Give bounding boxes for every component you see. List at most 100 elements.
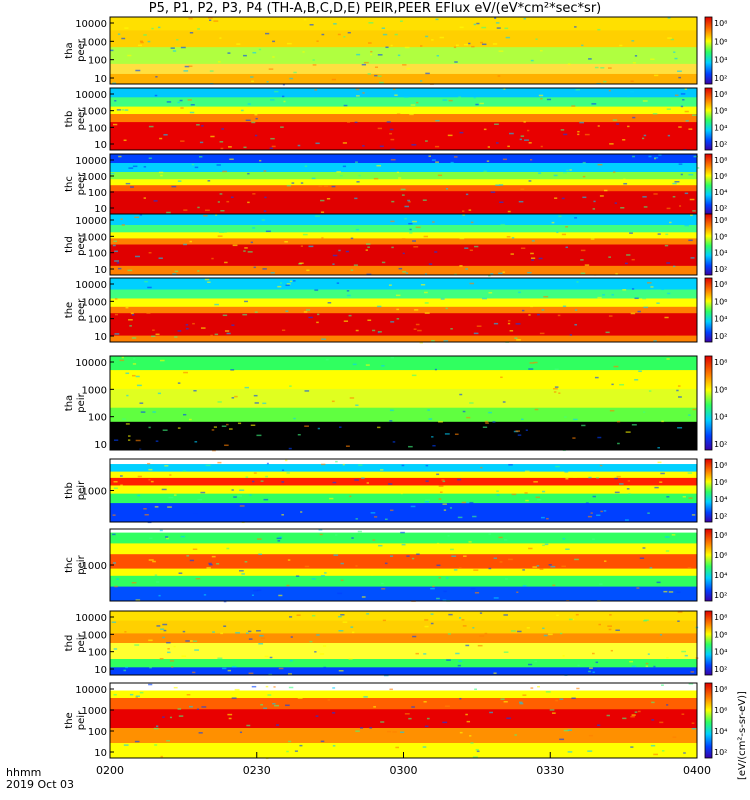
colorbar-tick-label: 10⁴ [714, 571, 727, 580]
colorbar: 10⁸ 10⁶ 10⁴ 10² [704, 682, 727, 759]
colorbar: 10⁸ 10⁶ 10⁴ 10² [704, 355, 727, 451]
y-tick-label: 10000 [75, 358, 107, 369]
colorbar-tick-label: 10⁶ [714, 551, 727, 560]
colorbar-tick-label: 10⁶ [714, 297, 727, 306]
colorbar-tick-label: 10² [714, 74, 727, 83]
y-tick-label: 10000 [75, 156, 107, 167]
y-tick-label: 10000 [75, 280, 107, 291]
y-tick-label: 100 [88, 727, 107, 738]
panel-thc-peir: 1000 thc peir 10⁸ 10⁶ 10⁴ 10² [64, 528, 727, 603]
colorbar-tick-label: 10⁴ [714, 123, 727, 132]
panel-species-label: peir [76, 392, 87, 412]
colorbar: 10⁸ 10⁶ 10⁴ 10² [704, 458, 727, 523]
y-tick-label: 10 [94, 332, 107, 343]
colorbar-tick-label: 10⁴ [714, 413, 727, 422]
colorbar: 10⁸ 10⁶ 10⁴ 10² [704, 528, 727, 602]
colorbar-tick-label: 10⁴ [714, 188, 727, 197]
colorbar-tick-label: 10⁶ [714, 385, 727, 394]
time-caption: hhmm [6, 766, 42, 779]
y-tick-label: 10000 [75, 685, 107, 696]
colorbar-tick-label: 10⁸ [714, 90, 727, 99]
panel-thd-peer: 10000 1000 100 10 thd peer 10⁸ 10⁶ 10⁴ 10² [64, 213, 727, 277]
panel-species-label: peir [76, 480, 87, 500]
y-tick-label: 10000 [75, 216, 107, 227]
colorbar-tick-label: 10⁸ [714, 461, 727, 470]
colorbar-tick-label: 10² [714, 204, 727, 213]
y-tick-label: 10 [94, 748, 107, 759]
colorbar: 10⁸ 10⁶ 10⁴ 10² [704, 16, 727, 85]
x-tick-label: 0330 [536, 764, 564, 777]
chart-title: P5, P1, P2, P3, P4 (TH-A,B,C,D,E) PEIR,P… [148, 1, 602, 16]
y-tick-label: 10 [94, 140, 107, 151]
colorbar-tick-label: 10⁴ [714, 56, 727, 65]
panel-species-label: peer [76, 107, 87, 131]
y-tick-label: 1000 [82, 37, 107, 48]
x-tick-label: 0400 [683, 764, 711, 777]
panel-the-peer: 10000 1000 100 10 the peer 10⁸ 10⁶ 10⁴ 10² [64, 277, 727, 344]
y-tick-label: 10 [94, 204, 107, 215]
colorbar-tick-label: 10⁴ [714, 495, 727, 504]
panel-probe-label: thb [64, 111, 75, 128]
colorbar: 10⁸ 10⁶ 10⁴ 10² [704, 610, 727, 676]
y-tick-label: 1000 [82, 107, 107, 118]
panel-species-label: peir [76, 632, 87, 652]
y-tick-label: 10000 [75, 19, 107, 30]
colorbar-tick-label: 10⁶ [714, 37, 727, 46]
colorbar-tick-label: 10⁴ [714, 315, 727, 324]
panel-probe-label: tha [64, 395, 75, 411]
panel-tha-peer: 10000 1000 100 10 tha peer 10⁸ 10⁶ 10⁴ 10² [64, 16, 727, 86]
colorbar: 10⁸ 10⁶ 10⁴ 10² [704, 153, 727, 215]
y-tick-label: 100 [88, 188, 107, 199]
date-caption: 2019 Oct 03 [6, 778, 75, 791]
panel-species-label: peer [76, 172, 87, 196]
y-tick-label: 1000 [82, 232, 107, 243]
y-tick-label: 10000 [75, 613, 107, 624]
colorbar-tick-label: 10² [714, 140, 727, 149]
y-tick-label: 1000 [82, 561, 107, 572]
panel-thd-peir: 10000 1000 100 10 thd peir 10⁸ 10⁶ 10⁴ 10² [64, 610, 727, 677]
y-tick-label: 1000 [82, 385, 107, 396]
colorbar-tick-label: 10⁸ [714, 19, 727, 28]
panel-species-label: peir [76, 710, 87, 730]
colorbar-tick-label: 10⁴ [714, 727, 727, 736]
x-tick-label: 0300 [390, 764, 418, 777]
colorbar-tick-label: 10⁶ [714, 706, 727, 715]
colorbar-tick-label: 10⁸ [714, 216, 727, 225]
panel-probe-label: thd [64, 236, 75, 253]
colorbar-tick-label: 10⁶ [714, 172, 727, 181]
panel-probe-label: the [64, 712, 75, 728]
colorbar: 10⁸ 10⁶ 10⁴ 10² [704, 277, 727, 343]
panel-species-label: peer [76, 232, 87, 256]
colorbar-tick-label: 10⁸ [714, 685, 727, 694]
y-tick-label: 1000 [82, 172, 107, 183]
y-tick-label: 10 [94, 265, 107, 276]
colorbar-tick-label: 10² [714, 332, 727, 341]
panel-probe-label: thc [64, 176, 75, 192]
panel-probe-label: the [64, 302, 75, 318]
panel-species-label: peer [76, 38, 87, 62]
colorbar-tick-label: 10⁸ [714, 531, 727, 540]
colorbar-tick-label: 10⁶ [714, 478, 727, 487]
y-tick-label: 1000 [82, 297, 107, 308]
colorbar-tick-label: 10² [714, 748, 727, 757]
panel-probe-label: thb [64, 482, 75, 499]
colorbar: 10⁸ 10⁶ 10⁴ 10² [704, 213, 727, 276]
y-tick-label: 10 [94, 74, 107, 85]
y-tick-label: 1000 [82, 706, 107, 717]
colorbar-tick-label: 10² [714, 665, 727, 674]
colorbar-tick-label: 10² [714, 265, 727, 274]
y-tick-label: 100 [88, 249, 107, 260]
y-tick-label: 10000 [75, 90, 107, 101]
y-tick-label: 100 [88, 56, 107, 67]
colorbar-tick-label: 10⁸ [714, 613, 727, 622]
colorbar-tick-label: 10⁴ [714, 249, 727, 258]
colorbar-tick-label: 10⁸ [714, 156, 727, 165]
panel-probe-label: tha [64, 42, 75, 58]
panel-tha-peir: 10000 1000 100 10 tha peir 10⁸ 10⁶ 10⁴ 10² [64, 355, 727, 452]
x-tick-label: 0200 [96, 764, 124, 777]
colorbar: 10⁸ 10⁶ 10⁴ 10² [704, 87, 727, 151]
y-tick-label: 10 [94, 440, 107, 451]
y-tick-label: 10 [94, 665, 107, 676]
panel-probe-label: thd [64, 635, 75, 652]
